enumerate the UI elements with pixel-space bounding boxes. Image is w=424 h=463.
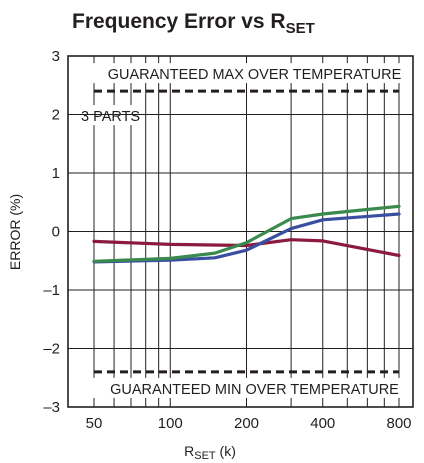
y-tick-labels: 3 2 1 0 –1 –2 –3 <box>43 48 60 416</box>
x-axis-label-main: R <box>184 443 194 459</box>
x-tick-label: 800 <box>386 415 411 432</box>
series-line-1 <box>92 238 401 258</box>
guaranteed-min-label: GUARANTEED MIN OVER TEMPERATURE <box>110 382 399 398</box>
x-tick-label: 50 <box>86 415 103 432</box>
y-tick-label: –3 <box>43 399 60 416</box>
x-tick-label: 400 <box>310 415 335 432</box>
y-tick-label: 0 <box>52 224 60 241</box>
x-tick-label: 200 <box>234 415 259 432</box>
y-tick-label: 3 <box>52 48 60 65</box>
chart-title-main: Frequency Error vs R <box>72 10 286 33</box>
limit-lines: GUARANTEED MAX OVER TEMPERATURE GUARANTEE… <box>81 67 402 398</box>
y-tick-label: 2 <box>52 107 60 124</box>
guaranteed-max-label: GUARANTEED MAX OVER TEMPERATURE <box>108 67 402 83</box>
x-tick-label: 100 <box>158 415 183 432</box>
y-tick-label: 1 <box>52 165 60 182</box>
x-tick-labels: 50 100 200 400 800 <box>86 415 412 432</box>
parts-annotation: 3 PARTS <box>81 109 140 125</box>
x-axis-label-unit: (k) <box>216 443 236 459</box>
x-axis-label: RSET (k) <box>184 443 236 462</box>
chart-title-subscript: SET <box>286 20 315 37</box>
chart-title: Frequency Error vs RSET <box>72 10 315 37</box>
y-tick-label: –1 <box>43 282 60 299</box>
y-tick-label: –2 <box>43 341 60 358</box>
plot-frame <box>67 55 414 408</box>
x-axis-label-subscript: SET <box>194 450 216 462</box>
grid <box>68 56 413 407</box>
series-line-3 <box>92 204 401 263</box>
data-series <box>92 204 401 264</box>
y-axis-label: ERROR (%) <box>7 194 23 270</box>
series-line-2 <box>92 212 401 264</box>
